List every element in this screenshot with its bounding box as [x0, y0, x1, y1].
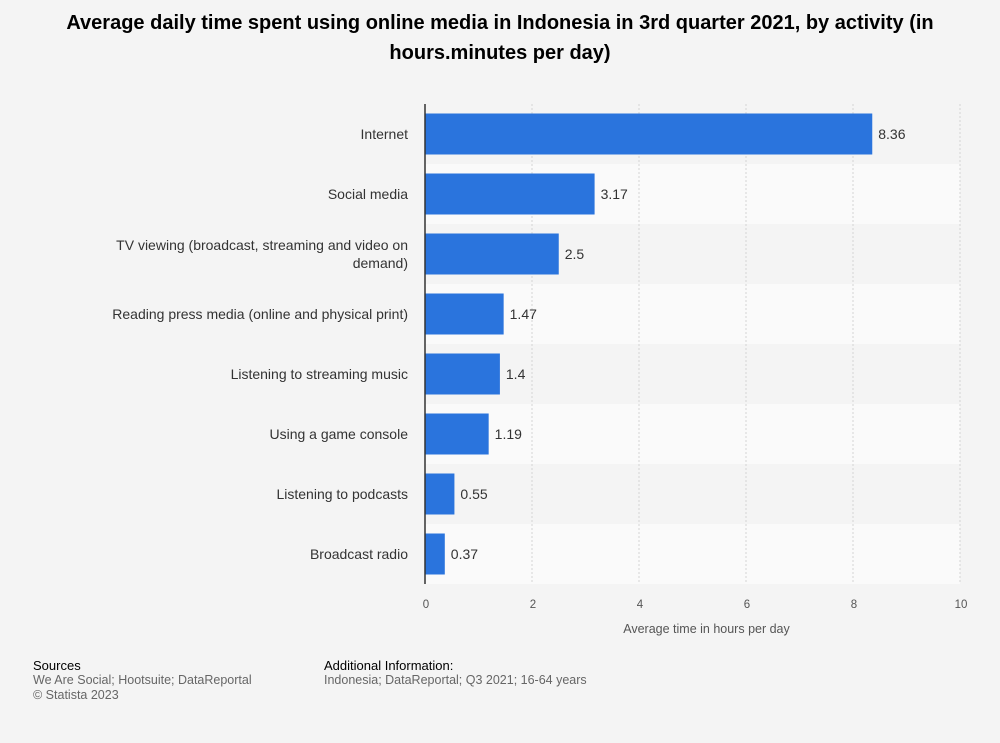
additional-info-text: Indonesia; DataReportal; Q3 2021; 16-64 …: [324, 673, 587, 687]
row-band: [425, 524, 960, 584]
sources-block: Sources We Are Social; Hootsuite; DataRe…: [33, 658, 252, 703]
category-label: Listening to podcasts: [276, 486, 408, 502]
row-band: [425, 284, 960, 344]
value-label: 2.5: [565, 246, 585, 262]
x-tick-label: 10: [955, 599, 968, 611]
x-tick-label: 4: [637, 599, 644, 611]
bar: [425, 473, 455, 515]
chart-title: Average daily time spent using online me…: [66, 12, 934, 64]
value-label: 1.47: [510, 306, 537, 322]
value-label: 0.55: [460, 486, 487, 502]
x-tick-label: 6: [744, 599, 750, 611]
bar: [425, 413, 489, 455]
value-label: 8.36: [878, 126, 905, 142]
bar: [425, 233, 559, 275]
x-tick-label: 2: [530, 599, 536, 611]
category-label: TV viewing (broadcast, streaming and vid…: [116, 237, 408, 253]
category-label: Reading press media (online and physical…: [112, 306, 408, 322]
bar: [425, 173, 595, 215]
category-label: Broadcast radio: [310, 546, 408, 562]
category-label: Social media: [328, 186, 408, 202]
value-label: 1.19: [495, 426, 522, 442]
row-band: [425, 344, 960, 404]
category-label: demand): [353, 255, 408, 271]
additional-info-heading: Additional Information:: [324, 658, 454, 673]
bar: [425, 293, 504, 335]
value-label: 3.17: [601, 186, 628, 202]
x-axis-title: Average time in hours per day: [623, 622, 790, 636]
category-label: Using a game console: [269, 426, 408, 442]
category-label: Internet: [361, 126, 409, 142]
value-label: 0.37: [451, 546, 478, 562]
additional-info-block: Additional Information: Indonesia; DataR…: [324, 658, 587, 688]
x-tick-label: 8: [851, 599, 857, 611]
bar: [425, 113, 873, 155]
sources-heading: Sources: [33, 658, 81, 673]
bar-chart: 8.36 Internet 3.17 Social media 2.5 TV viewin…: [112, 104, 968, 636]
row-band: [425, 464, 960, 524]
bar: [425, 533, 445, 575]
copyright-text: © Statista 2023: [33, 688, 119, 702]
x-tick-label: 0: [423, 599, 429, 611]
value-label: 1.4: [506, 366, 526, 382]
sources-text: We Are Social; Hootsuite; DataReportal: [33, 673, 252, 687]
category-label: Listening to streaming music: [231, 366, 408, 382]
row-band: [425, 404, 960, 464]
bar: [425, 353, 500, 395]
